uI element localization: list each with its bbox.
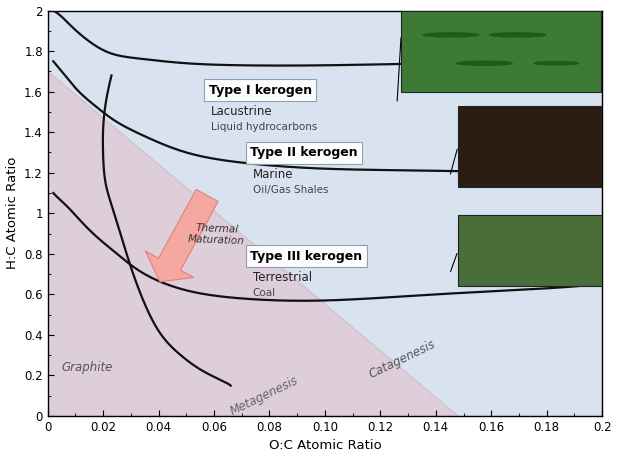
Circle shape (423, 33, 479, 37)
Text: Terrestrial: Terrestrial (253, 271, 312, 284)
Text: Type II kerogen: Type II kerogen (250, 147, 358, 159)
Text: Coal: Coal (253, 288, 276, 298)
Text: Type III kerogen: Type III kerogen (250, 250, 362, 263)
Bar (401, 11, 601, 92)
Text: Metagenesis: Metagenesis (228, 374, 300, 418)
Text: Liquid hydrocarbons: Liquid hydrocarbons (211, 122, 318, 132)
Bar (458, 106, 602, 187)
Text: Graphite: Graphite (62, 361, 113, 374)
Text: Marine: Marine (253, 168, 293, 180)
Text: Type I kerogen: Type I kerogen (209, 83, 312, 97)
Circle shape (534, 62, 579, 65)
X-axis label: O:C Atomic Ratio: O:C Atomic Ratio (268, 439, 381, 453)
Polygon shape (48, 71, 458, 416)
Text: Lacustrine: Lacustrine (211, 105, 273, 118)
Y-axis label: H:C Atomic Ratio: H:C Atomic Ratio (6, 157, 19, 269)
Text: Thermal
Maturation: Thermal Maturation (188, 223, 246, 246)
Circle shape (490, 33, 545, 37)
Polygon shape (48, 11, 602, 416)
Text: Oil/Gas Shales: Oil/Gas Shales (253, 185, 328, 195)
Text: Catagenesis: Catagenesis (366, 338, 437, 381)
Bar (458, 215, 602, 286)
Circle shape (457, 61, 512, 65)
